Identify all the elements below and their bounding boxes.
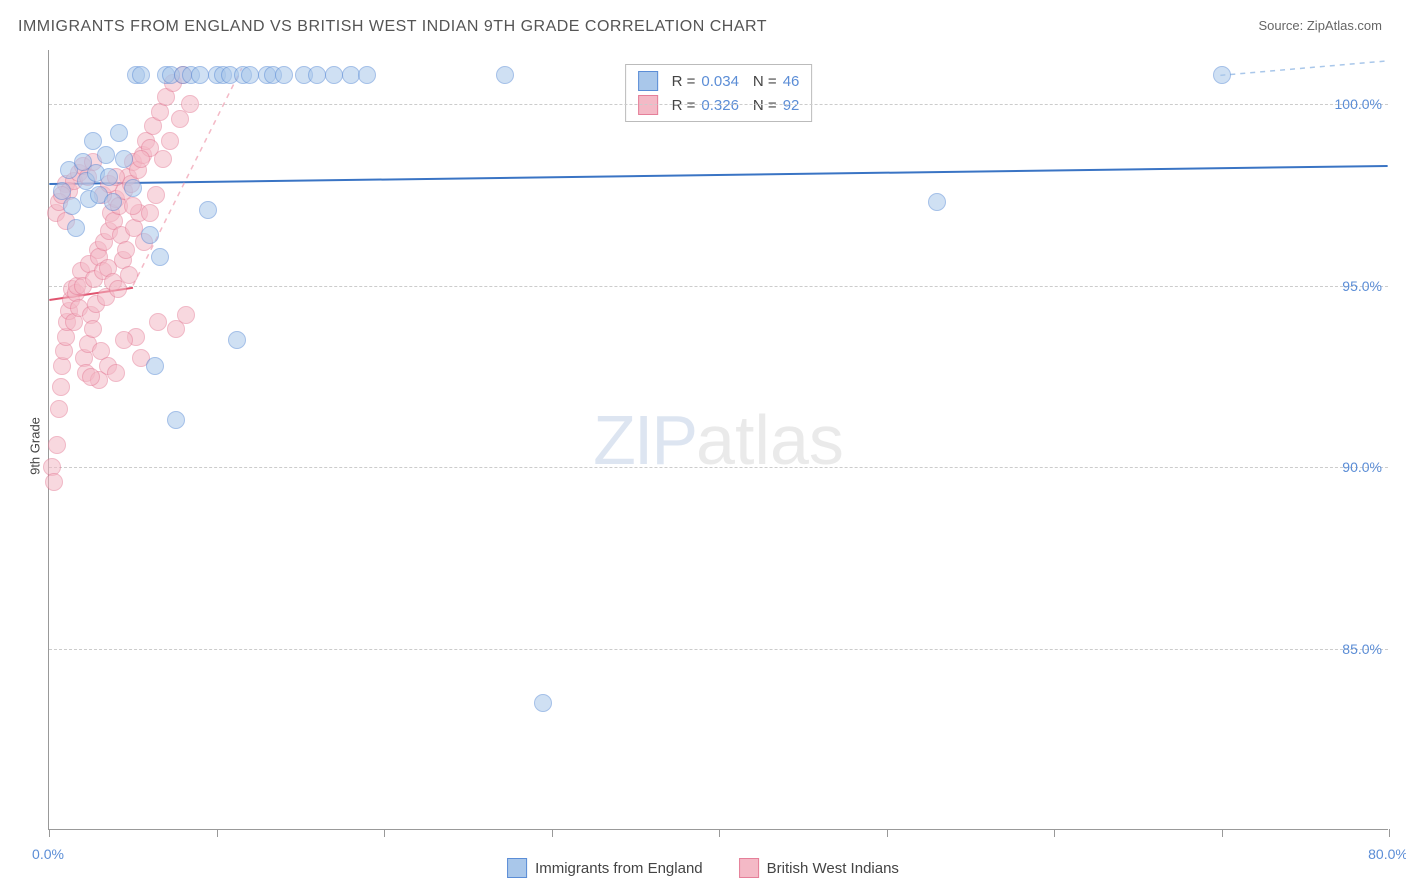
trend-line (49, 166, 1387, 184)
x-tick (49, 829, 50, 837)
x-tick (719, 829, 720, 837)
y-tick-label: 100.0% (1335, 96, 1382, 112)
gridline (49, 467, 1388, 468)
y-tick-label: 90.0% (1342, 459, 1382, 475)
x-tick (1222, 829, 1223, 837)
scatter-point (534, 694, 552, 712)
scatter-point (104, 193, 122, 211)
stats-row: R =0.034 N =46 (638, 69, 800, 93)
trend-line-extension (1220, 61, 1387, 75)
x-tick (1389, 829, 1390, 837)
scatter-point (124, 179, 142, 197)
scatter-point (97, 146, 115, 164)
scatter-point (52, 378, 70, 396)
scatter-point (117, 241, 135, 259)
scatter-point (146, 357, 164, 375)
x-tick (384, 829, 385, 837)
x-tick (552, 829, 553, 837)
scatter-point (84, 132, 102, 150)
y-tick-label: 95.0% (1342, 278, 1382, 294)
scatter-point (151, 248, 169, 266)
scatter-point (84, 320, 102, 338)
trend-lines-layer (49, 50, 1388, 829)
plot-area: ZIPatlas R =0.034N =46R =0.326N =92 85.0… (48, 50, 1388, 830)
scatter-point (149, 313, 167, 331)
chart-title: IMMIGRANTS FROM ENGLAND VS BRITISH WEST … (18, 18, 767, 36)
legend-item: British West Indians (739, 858, 899, 878)
scatter-point (161, 132, 179, 150)
legend-swatch (739, 858, 759, 878)
source-link[interactable]: ZipAtlas.com (1307, 18, 1382, 33)
scatter-point (132, 66, 150, 84)
scatter-point (147, 186, 165, 204)
legend-label: British West Indians (767, 860, 899, 877)
scatter-point (308, 66, 326, 84)
gridline (49, 104, 1388, 105)
scatter-point (181, 95, 199, 113)
gridline (49, 649, 1388, 650)
scatter-point (928, 193, 946, 211)
series-swatch (638, 71, 658, 91)
scatter-point (358, 66, 376, 84)
scatter-point (199, 201, 217, 219)
legend-item: Immigrants from England (507, 858, 703, 878)
scatter-point (63, 197, 81, 215)
scatter-point (1213, 66, 1231, 84)
x-tick-label: 0.0% (32, 846, 64, 862)
scatter-point (191, 66, 209, 84)
scatter-point (107, 364, 125, 382)
scatter-point (154, 150, 172, 168)
r-stat: R =0.034 (672, 73, 739, 90)
scatter-point (100, 168, 118, 186)
scatter-point (141, 204, 159, 222)
scatter-point (228, 331, 246, 349)
legend-swatch (507, 858, 527, 878)
scatter-point (275, 66, 293, 84)
x-tick (1054, 829, 1055, 837)
scatter-point (115, 150, 133, 168)
scatter-point (177, 306, 195, 324)
y-axis-label: 9th Grade (27, 417, 42, 475)
scatter-point (50, 400, 68, 418)
scatter-point (167, 411, 185, 429)
scatter-point (132, 150, 150, 168)
source-prefix: Source: (1258, 18, 1306, 33)
scatter-point (110, 124, 128, 142)
y-tick-label: 85.0% (1342, 641, 1382, 657)
scatter-point (141, 226, 159, 244)
x-tick (887, 829, 888, 837)
scatter-point (325, 66, 343, 84)
x-tick (217, 829, 218, 837)
scatter-point (48, 436, 66, 454)
legend-label: Immigrants from England (535, 860, 703, 877)
stats-legend-box: R =0.034N =46R =0.326N =92 (625, 64, 813, 122)
scatter-point (241, 66, 259, 84)
gridline (49, 286, 1388, 287)
scatter-point (496, 66, 514, 84)
scatter-point (124, 197, 142, 215)
scatter-point (115, 331, 133, 349)
source-attribution: Source: ZipAtlas.com (1258, 18, 1382, 33)
n-stat: N =46 (753, 73, 799, 90)
x-tick-label: 80.0% (1368, 846, 1406, 862)
bottom-legend: Immigrants from England British West Indi… (507, 858, 899, 878)
scatter-point (67, 219, 85, 237)
scatter-point (342, 66, 360, 84)
scatter-point (120, 266, 138, 284)
scatter-point (82, 368, 100, 386)
scatter-point (109, 280, 127, 298)
scatter-point (45, 473, 63, 491)
